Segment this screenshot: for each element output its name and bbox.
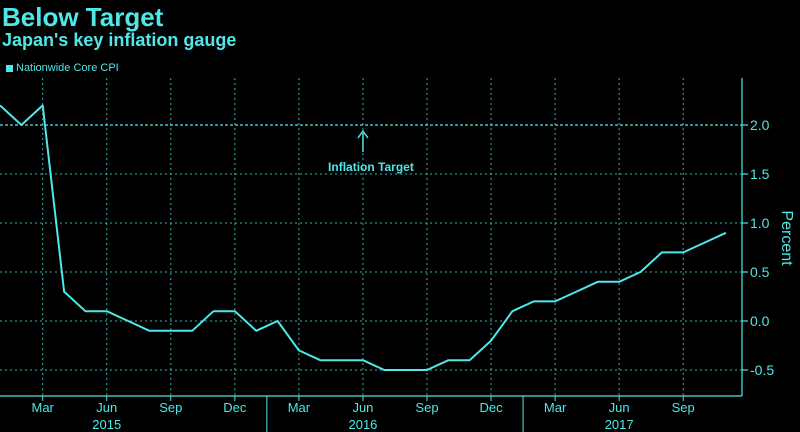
x-tick-label: Dec — [479, 400, 503, 415]
y-tick-label: 0.0 — [750, 313, 770, 329]
x-tick-label: Sep — [159, 400, 182, 415]
x-tick-label: Jun — [96, 400, 117, 415]
year-label: 2017 — [605, 417, 634, 432]
x-tick-label: Jun — [609, 400, 630, 415]
annotation-label: Inflation Target — [328, 160, 414, 174]
x-tick-label: Mar — [32, 400, 55, 415]
y-tick-label: 2.0 — [750, 117, 770, 133]
x-tick-label: Mar — [544, 400, 567, 415]
legend-label: Nationwide Core CPI — [16, 62, 119, 74]
series-line-core-cpi — [0, 104, 727, 371]
y-tick-label: 1.5 — [750, 166, 770, 182]
y-tick-label: -0.5 — [750, 362, 774, 378]
legend: Nationwide Core CPI — [6, 62, 119, 74]
y-tick-label: 0.5 — [750, 264, 770, 280]
year-label: 2015 — [92, 417, 121, 432]
chart-subtitle: Japan's key inflation gauge — [2, 30, 237, 50]
x-tick-label: Sep — [672, 400, 695, 415]
y-axis-title: Percent — [778, 210, 795, 266]
year-label: 2016 — [348, 417, 377, 432]
x-tick-label: Mar — [288, 400, 311, 415]
x-tick-label: Dec — [223, 400, 247, 415]
y-tick-label: 1.0 — [750, 215, 770, 231]
legend-swatch — [6, 64, 13, 72]
x-tick-label: Sep — [415, 400, 438, 415]
annotation-arrow-head — [357, 129, 369, 139]
chart-title: Below Target — [2, 2, 164, 32]
x-tick-label: Jun — [352, 400, 373, 415]
